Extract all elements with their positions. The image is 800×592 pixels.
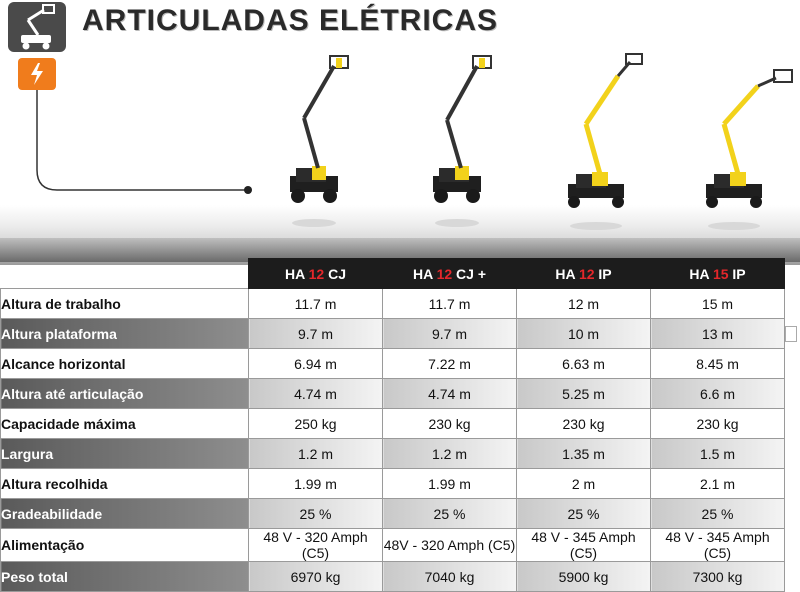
table-row: Largura 1.2 m 1.2 m 1.35 m 1.5 m [0,438,785,469]
model-header: HA 12 CJ [248,258,383,289]
table-cell: 7300 kg [650,561,785,592]
table-cell: 9.7 m [382,318,517,349]
table-cell: 48 V - 345 Amph (C5) [650,528,785,562]
table-cell: 1.99 m [248,468,383,499]
machine-illustration-1 [282,48,362,243]
lightning-bolt-icon [18,58,56,90]
machine-illustration-3 [562,48,652,243]
edge-marker [785,326,797,342]
table-cell: 25 % [248,498,383,529]
row-label: Gradeabilidade [0,498,249,529]
row-label: Altura recolhida [0,468,249,499]
table-row: Alimentação 48 V - 320 Amph (C5) 48V - 3… [0,528,785,562]
table-cell: 12 m [516,288,651,319]
table-cell: 1.2 m [248,438,383,469]
table-cell: 7040 kg [382,561,517,592]
table-cell: 2.1 m [650,468,785,499]
table-cell: 10 m [516,318,651,349]
table-cell: 6.94 m [248,348,383,379]
model-header: HA 15 IP [650,258,785,289]
table-cell: 8.45 m [650,348,785,379]
row-label: Altura até articulação [0,378,249,409]
row-label: Largura [0,438,249,469]
connector-line [36,90,252,194]
table-cell: 25 % [516,498,651,529]
model-header: HA 12 CJ + [382,258,517,289]
table-row: Altura plataforma 9.7 m 9.7 m 10 m 13 m [0,318,785,349]
table-cell: 48 V - 320 Amph (C5) [248,528,383,562]
table-cell: 25 % [650,498,785,529]
table-cell: 25 % [382,498,517,529]
model-header: HA 12 IP [516,258,651,289]
table-row: Altura recolhida 1.99 m 1.99 m 2 m 2.1 m [0,468,785,499]
row-label: Altura plataforma [0,318,249,349]
row-label: Altura de trabalho [0,288,249,319]
table-cell: 230 kg [516,408,651,439]
table-row: Altura de trabalho 11.7 m 11.7 m 12 m 15… [0,288,785,319]
table-row: Altura até articulação 4.74 m 4.74 m 5.2… [0,378,785,409]
table-cell: 1.5 m [650,438,785,469]
row-label: Peso total [0,561,249,592]
table-cell: 1.2 m [382,438,517,469]
table-row: Capacidade máxima 250 kg 230 kg 230 kg 2… [0,408,785,439]
table-cell: 4.74 m [248,378,383,409]
table-cell: 9.7 m [248,318,383,349]
header-band [0,0,800,215]
table-header-row: HA 12 CJ HA 12 CJ + HA 12 IP HA 15 IP [1,258,785,289]
row-label: Alimentação [0,528,249,562]
table-cell: 230 kg [650,408,785,439]
table-row: Gradeabilidade 25 % 25 % 25 % 25 % [0,498,785,529]
table-cell: 1.35 m [516,438,651,469]
row-label: Capacidade máxima [0,408,249,439]
table-cell: 5900 kg [516,561,651,592]
machine-illustration-4 [700,48,800,243]
table-cell: 2 m [516,468,651,499]
specifications-table: HA 12 CJ HA 12 CJ + HA 12 IP HA 15 IP Al… [0,258,785,592]
table-row: Alcance horizontal 6.94 m 7.22 m 6.63 m … [0,348,785,379]
table-cell: 1.99 m [382,468,517,499]
machine-illustration-2 [425,48,505,243]
page-title: ARTICULADAS ELÉTRICAS [82,4,498,37]
table-cell: 7.22 m [382,348,517,379]
table-cell: 13 m [650,318,785,349]
table-cell: 11.7 m [248,288,383,319]
table-row: Peso total 6970 kg 7040 kg 5900 kg 7300 … [0,561,785,592]
aerial-lift-icon [8,2,66,52]
table-cell: 4.74 m [382,378,517,409]
table-cell: 6.63 m [516,348,651,379]
table-cell: 48 V - 345 Amph (C5) [516,528,651,562]
table-cell: 15 m [650,288,785,319]
table-cell: 230 kg [382,408,517,439]
row-label: Alcance horizontal [0,348,249,379]
table-cell: 6970 kg [248,561,383,592]
table-cell: 5.25 m [516,378,651,409]
table-cell: 250 kg [248,408,383,439]
header-corner [1,259,249,289]
table-cell: 6.6 m [650,378,785,409]
table-cell: 11.7 m [382,288,517,319]
table-cell: 48V - 320 Amph (C5) [382,528,517,562]
